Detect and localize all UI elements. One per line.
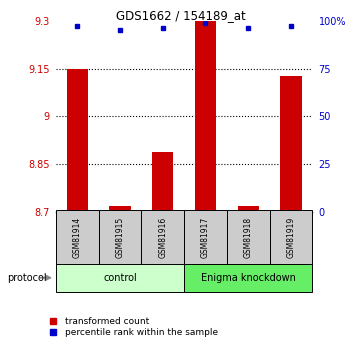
- Text: control: control: [103, 273, 137, 283]
- Bar: [67, 69, 88, 212]
- Bar: [195, 21, 216, 212]
- Bar: [184, 264, 312, 292]
- Bar: [238, 206, 259, 212]
- Bar: [56, 210, 99, 264]
- Bar: [56, 264, 184, 292]
- Text: GSM81914: GSM81914: [73, 217, 82, 258]
- Text: GSM81918: GSM81918: [244, 217, 253, 258]
- Text: GSM81916: GSM81916: [158, 217, 167, 258]
- Text: GDS1662 / 154189_at: GDS1662 / 154189_at: [116, 9, 245, 22]
- Bar: [109, 206, 131, 212]
- Text: GSM81915: GSM81915: [116, 217, 125, 258]
- Text: GSM81919: GSM81919: [286, 217, 295, 258]
- Text: Enigma knockdown: Enigma knockdown: [201, 273, 296, 283]
- Bar: [280, 76, 301, 212]
- Text: GSM81917: GSM81917: [201, 217, 210, 258]
- Legend: transformed count, percentile rank within the sample: transformed count, percentile rank withi…: [41, 314, 222, 341]
- Bar: [142, 210, 184, 264]
- Bar: [152, 152, 173, 212]
- Text: protocol: protocol: [7, 274, 47, 283]
- Bar: [227, 210, 270, 264]
- Bar: [184, 210, 227, 264]
- Bar: [99, 210, 142, 264]
- Bar: [270, 210, 312, 264]
